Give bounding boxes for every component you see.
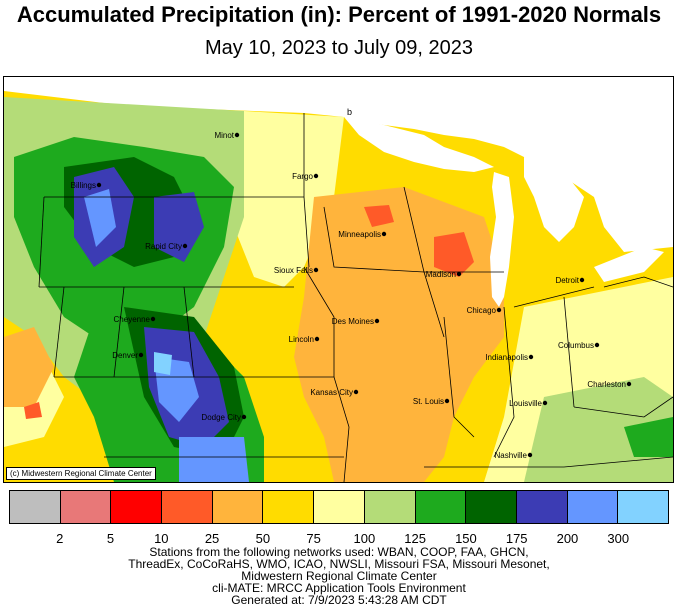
- legend-tick-label: 150: [455, 531, 477, 546]
- legend-tick-label: 25: [204, 531, 220, 546]
- lake-superior: [344, 117, 494, 172]
- city-label: Fargo: [292, 172, 313, 181]
- legend-tick-label: 5: [106, 531, 115, 546]
- footer-line: cli-MATE: MRCC Application Tools Environ…: [212, 581, 466, 595]
- blue-region: [179, 437, 249, 482]
- legend-swatch: [162, 491, 213, 523]
- legend-tick-label: 10: [154, 531, 169, 546]
- dry-red-region: [364, 205, 394, 227]
- city-marker: [456, 271, 462, 277]
- green-region: [624, 417, 673, 457]
- state-borders: [38, 113, 673, 482]
- legend-tick-label: 50: [255, 531, 271, 546]
- city-marker: [496, 307, 502, 313]
- legend-tick-label: 100: [353, 531, 376, 546]
- city-marker: [594, 342, 600, 348]
- canada-region: [4, 77, 673, 252]
- footer-line: Stations from the following networks use…: [149, 545, 529, 559]
- legend-tick-label: 300: [607, 531, 630, 546]
- city-label: Denver: [112, 351, 138, 360]
- dry-orange-region: [4, 327, 54, 407]
- city-label: Minneapolis: [338, 230, 381, 239]
- city-marker: [313, 173, 319, 179]
- dark-blue-region: [154, 192, 204, 262]
- city-marker: [579, 277, 585, 283]
- city-label: Louisville: [509, 399, 542, 408]
- city-marker: [96, 182, 102, 188]
- dry-red-region: [434, 232, 474, 277]
- legend-swatch: [111, 491, 163, 523]
- city-marker: [374, 318, 380, 324]
- city-label: Minot: [214, 131, 234, 140]
- city-marker: [182, 243, 188, 249]
- legend-tick-label: 175: [505, 531, 528, 546]
- stray-mark: b: [347, 107, 352, 117]
- city-marker: [314, 336, 320, 342]
- city-label: Des Moines: [332, 317, 374, 326]
- map-title: Accumulated Precipitation (in): Percent …: [16, 2, 662, 27]
- city-label: Lincoln: [289, 335, 314, 344]
- city-marker: [626, 381, 632, 387]
- legend-swatch: [10, 491, 61, 523]
- legend-swatch: [212, 491, 264, 523]
- legend-swatch: [466, 491, 517, 523]
- map-canvas: Minot Fargo Billings Rapid City Minneapolis S…: [4, 77, 673, 482]
- lake-erie: [594, 247, 664, 282]
- city-label: St. Louis: [413, 397, 444, 406]
- color-legend: [9, 490, 669, 524]
- city-label: Columbus: [558, 341, 594, 350]
- credit-label: (c) Midwestern Regional Climate Center: [6, 467, 156, 480]
- legend-swatch: [415, 491, 467, 523]
- city-marker: [138, 352, 144, 358]
- dry-red-region: [24, 402, 42, 419]
- city-label: Cheyenne: [114, 315, 151, 324]
- lake-michigan: [490, 172, 514, 307]
- legend-swatch: [618, 491, 668, 523]
- city-marker: [241, 414, 247, 420]
- city-marker: [542, 400, 548, 406]
- legend-tick-label: 125: [404, 531, 426, 546]
- legend-swatch: [567, 491, 619, 523]
- date-range-subtitle: May 10, 2023 to July 09, 2023: [205, 37, 473, 59]
- city-label: Rapid City: [145, 242, 182, 251]
- footer-line: ThreadEx, CoCoRaHS, WMO, ICAO, NWSLI, Mi…: [128, 557, 550, 571]
- lake-huron: [524, 157, 584, 242]
- light-blue-region: [154, 352, 172, 375]
- legend-tick-label: 200: [556, 531, 579, 546]
- city-label: Chicago: [467, 306, 497, 315]
- city-label: Detroit: [555, 276, 579, 285]
- city-markers: Minot Fargo Billings Rapid City Minneapolis S…: [71, 131, 632, 460]
- city-marker: [528, 354, 534, 360]
- footer-notes: Stations from the following networks use…: [0, 546, 678, 606]
- city-label: Dodge City: [201, 413, 241, 422]
- city-label: Kansas City: [310, 388, 353, 397]
- city-label: Sioux Falls: [274, 266, 313, 275]
- city-marker: [234, 132, 240, 138]
- legend-swatch: [263, 491, 315, 523]
- city-label: Nashville: [495, 451, 528, 460]
- legend-labels: 2 5 10 25 50 75 100 125 150 175 200 300: [0, 531, 678, 547]
- legend-tick-label: 75: [306, 531, 321, 546]
- blue-region: [84, 189, 116, 247]
- precipitation-map: Minot Fargo Billings Rapid City Minneapolis S…: [3, 76, 674, 483]
- light-yellow-region: [234, 111, 344, 287]
- footer-line: Generated at: 7/9/2023 5:43:28 AM CDT: [231, 593, 447, 607]
- city-marker: [381, 231, 387, 237]
- city-marker: [527, 452, 533, 458]
- footer-line: Midwestern Regional Climate Center: [241, 569, 437, 583]
- legend-swatch: [516, 491, 568, 523]
- city-label: Billings: [71, 181, 96, 190]
- city-marker: [353, 389, 359, 395]
- city-marker: [313, 267, 319, 273]
- city-marker: [444, 398, 450, 404]
- city-marker: [150, 316, 156, 322]
- city-label: Charleston: [587, 380, 626, 389]
- legend-swatch: [60, 491, 112, 523]
- legend-tick-label: 2: [56, 531, 64, 546]
- city-label: Madison: [426, 270, 456, 279]
- legend-swatch: [314, 491, 365, 523]
- city-label: Indianapolis: [485, 353, 528, 362]
- legend-swatch: [364, 491, 416, 523]
